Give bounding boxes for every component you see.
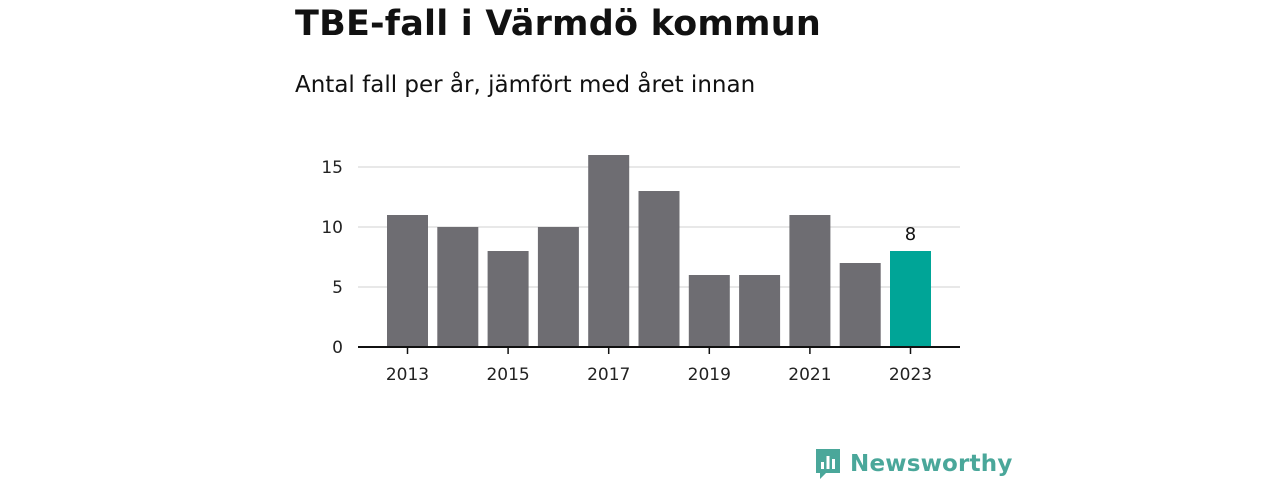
bar-2017 <box>588 155 630 347</box>
x-tick-label-2013: 2013 <box>386 365 429 385</box>
bar-2019 <box>688 275 730 347</box>
x-tick-label-2017: 2017 <box>587 365 630 385</box>
x-tick-label-2023: 2023 <box>889 365 932 385</box>
newsworthy-logo: Newsworthy <box>814 446 1013 480</box>
y-tick-label-5: 5 <box>332 278 343 298</box>
y-tick-label-10: 10 <box>321 218 343 238</box>
chart-title: TBE-fall i Värmdö kommun <box>295 4 821 44</box>
bar-2023 <box>890 251 931 347</box>
bar-2015 <box>487 251 529 347</box>
x-tick-label-2019: 2019 <box>688 365 731 385</box>
x-tick-label-2015: 2015 <box>486 365 529 385</box>
y-tick-label-0: 0 <box>332 338 343 358</box>
bar-2020 <box>739 275 781 347</box>
bar-2014 <box>437 227 479 347</box>
chart-subtitle: Antal fall per år, jämfört med året inna… <box>295 72 756 98</box>
y-tick-label-15: 15 <box>321 158 343 178</box>
bar-2021 <box>789 215 831 347</box>
bar-2013 <box>387 215 428 347</box>
bar-2018 <box>638 191 680 347</box>
bar-chart-speech-bubble-icon <box>816 449 840 479</box>
data-label-2023: 8 <box>905 224 916 245</box>
x-tick-label-2021: 2021 <box>788 365 831 385</box>
bar-2022 <box>839 263 881 347</box>
bar-2016 <box>537 227 579 347</box>
logo-text: Newsworthy <box>850 451 1013 477</box>
